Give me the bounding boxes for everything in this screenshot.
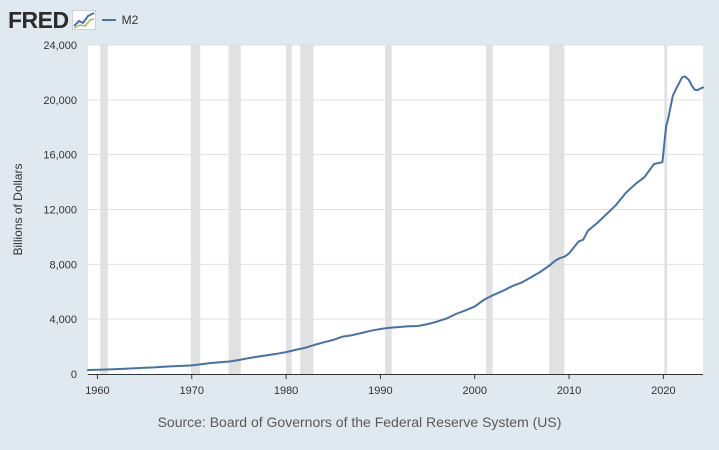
graph-header: FRED M2 xyxy=(8,8,138,32)
y-tick-label-1: 4,000 xyxy=(49,314,77,326)
x-tick-label-2: 1980 xyxy=(274,385,298,397)
y-tick-label-6: 24,000 xyxy=(43,40,77,52)
legend[interactable]: M2 xyxy=(101,13,139,27)
x-tick-label-6: 2020 xyxy=(651,385,675,397)
x-tick-label-5: 2010 xyxy=(557,385,581,397)
y-tick-label-2: 8,000 xyxy=(49,259,77,271)
line-chart-icon xyxy=(71,10,96,30)
gridlines xyxy=(88,44,703,320)
x-tick-label-4: 2000 xyxy=(462,385,486,397)
series-layer xyxy=(87,75,704,371)
y-axis: 0 4,000 8,000 12,000 16,000 20,000 24,000 xyxy=(43,40,77,381)
x-tick-label-1: 1970 xyxy=(180,385,204,397)
x-tick-label-3: 1990 xyxy=(368,385,392,397)
x-axis: 1960 1970 1980 1990 2000 2010 2020 xyxy=(85,374,703,397)
y-tick-label-0: 0 xyxy=(71,369,77,381)
y-tick-label-3: 12,000 xyxy=(43,205,77,217)
legend-label-m2: M2 xyxy=(121,13,139,27)
x-tick-label-0: 1960 xyxy=(85,385,109,397)
series-line-m2[interactable] xyxy=(87,75,704,371)
source-note: Source: Board of Governors of the Federa… xyxy=(157,414,562,430)
y-tick-label-5: 20,000 xyxy=(43,95,77,107)
y-tick-label-4: 16,000 xyxy=(43,150,77,162)
legend-swatch xyxy=(101,19,116,21)
y-axis-label: Billions of Dollars xyxy=(11,163,25,255)
fred-logo[interactable]: FRED xyxy=(8,6,69,33)
